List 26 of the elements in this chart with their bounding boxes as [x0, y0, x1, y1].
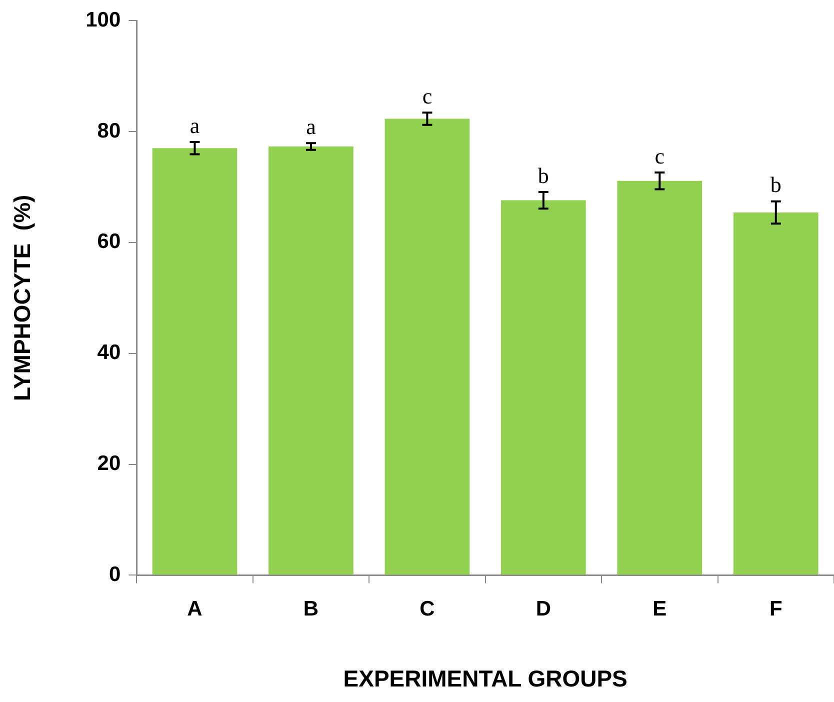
bar — [501, 200, 586, 575]
y-tick-label: 40 — [97, 341, 121, 364]
y-tick-label: 60 — [97, 230, 121, 254]
annotation: c — [422, 83, 432, 108]
y-axis-title: LYMPHOCYTE (%) — [9, 194, 36, 401]
bar — [617, 180, 702, 575]
x-tick-label: D — [536, 598, 552, 621]
y-tick-label: 20 — [97, 452, 121, 476]
annotation: b — [770, 172, 782, 198]
bar — [268, 146, 354, 575]
x-tick-label: A — [187, 598, 202, 621]
x-tick-label: F — [769, 598, 782, 621]
x-tick-label: B — [303, 598, 319, 621]
y-tick-label: 0 — [108, 562, 121, 586]
annotation: c — [654, 143, 665, 168]
bar — [384, 118, 470, 575]
annotation: b — [538, 162, 549, 188]
bar — [733, 212, 818, 575]
y-tick-label: 100 — [86, 8, 121, 32]
x-tick-label: C — [420, 598, 435, 621]
x-axis-title: EXPERIMENTAL GROUPS — [343, 666, 628, 692]
annotation: a — [306, 114, 316, 139]
y-tick-label: 80 — [97, 119, 121, 142]
x-tick-label: E — [652, 598, 667, 621]
annotation: a — [190, 112, 200, 138]
bar — [152, 148, 238, 575]
